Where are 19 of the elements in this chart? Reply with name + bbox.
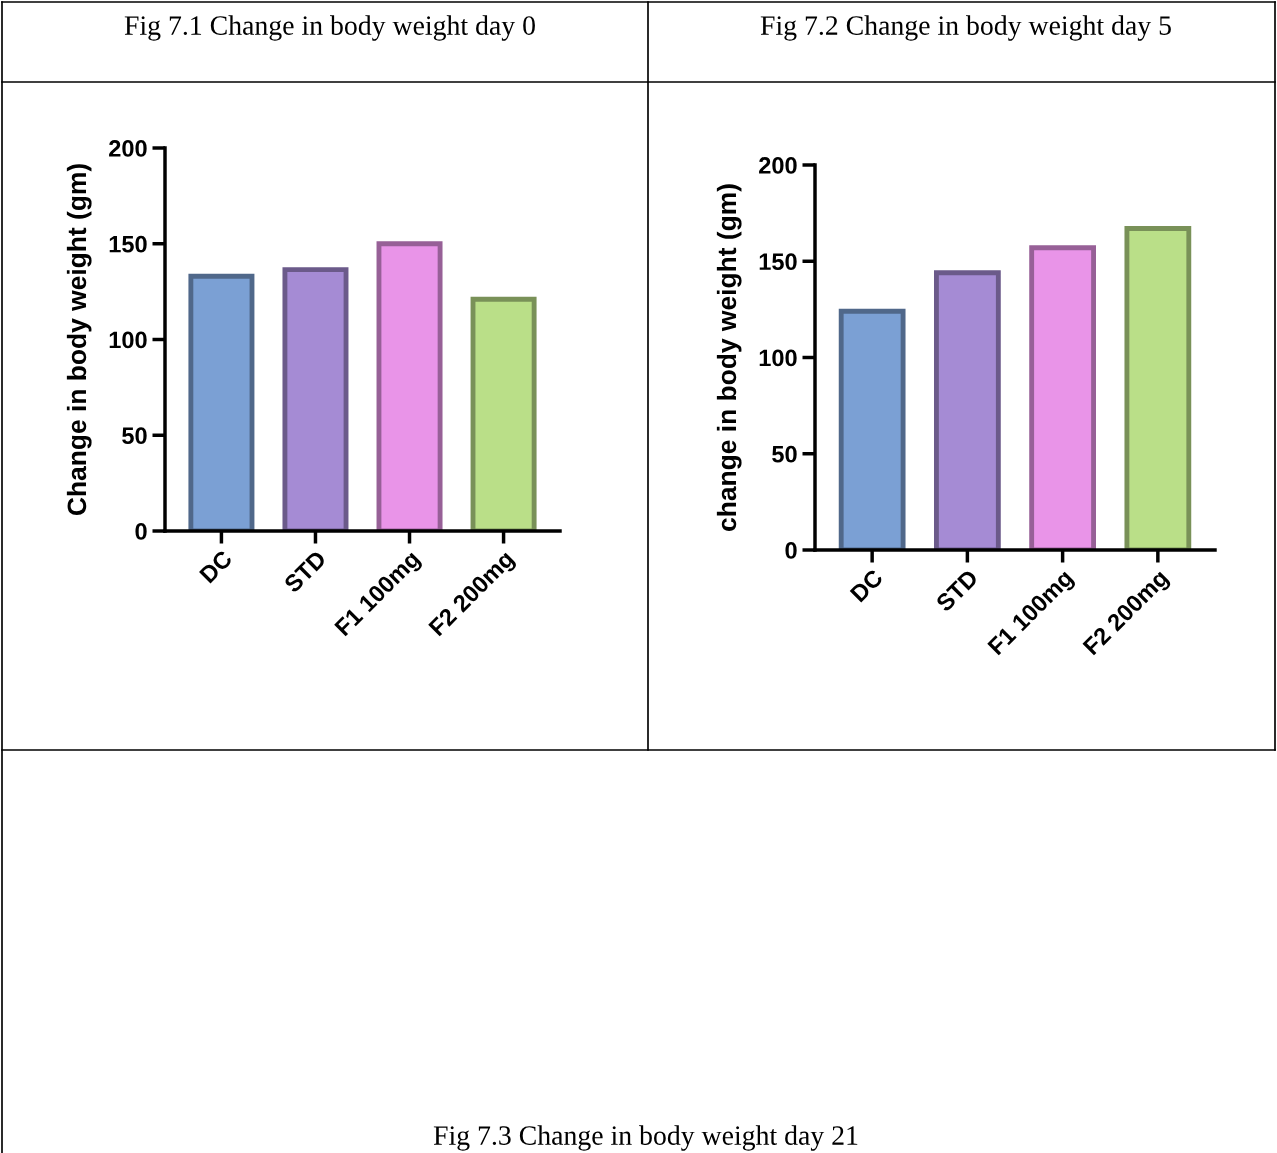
y-tick-label: 100 (759, 349, 797, 367)
y-tick-label: 100 (109, 331, 147, 349)
y-tick-label: 200 (109, 140, 147, 157)
x-tick-label: STD (283, 549, 328, 594)
x-tick-label: DC (198, 549, 234, 584)
text: Fig 7.3 Change in body weight day 21 (433, 1125, 858, 1151)
y-tick-label: 50 (122, 427, 147, 445)
y-tick-label: 150 (759, 253, 797, 271)
y-tick-label: 0 (785, 542, 797, 559)
y-tick-label: 50 (772, 445, 797, 463)
y-tick-label: 200 (759, 157, 797, 174)
y-tick-label: 150 (109, 235, 147, 253)
chart-title: Fig 7.1 Change in body weight day 0 (124, 15, 535, 41)
y-tick-label: 0 (135, 523, 147, 540)
chart-title: Fig 7.2 Change in body weight day 5 (760, 15, 1171, 41)
x-tick-label: DC (849, 568, 884, 603)
y-axis-title: Change in body weight (gm) (66, 164, 92, 516)
x-tick-label: STD (934, 568, 979, 613)
y-axis-title: change in body weight (gm) (716, 184, 742, 531)
